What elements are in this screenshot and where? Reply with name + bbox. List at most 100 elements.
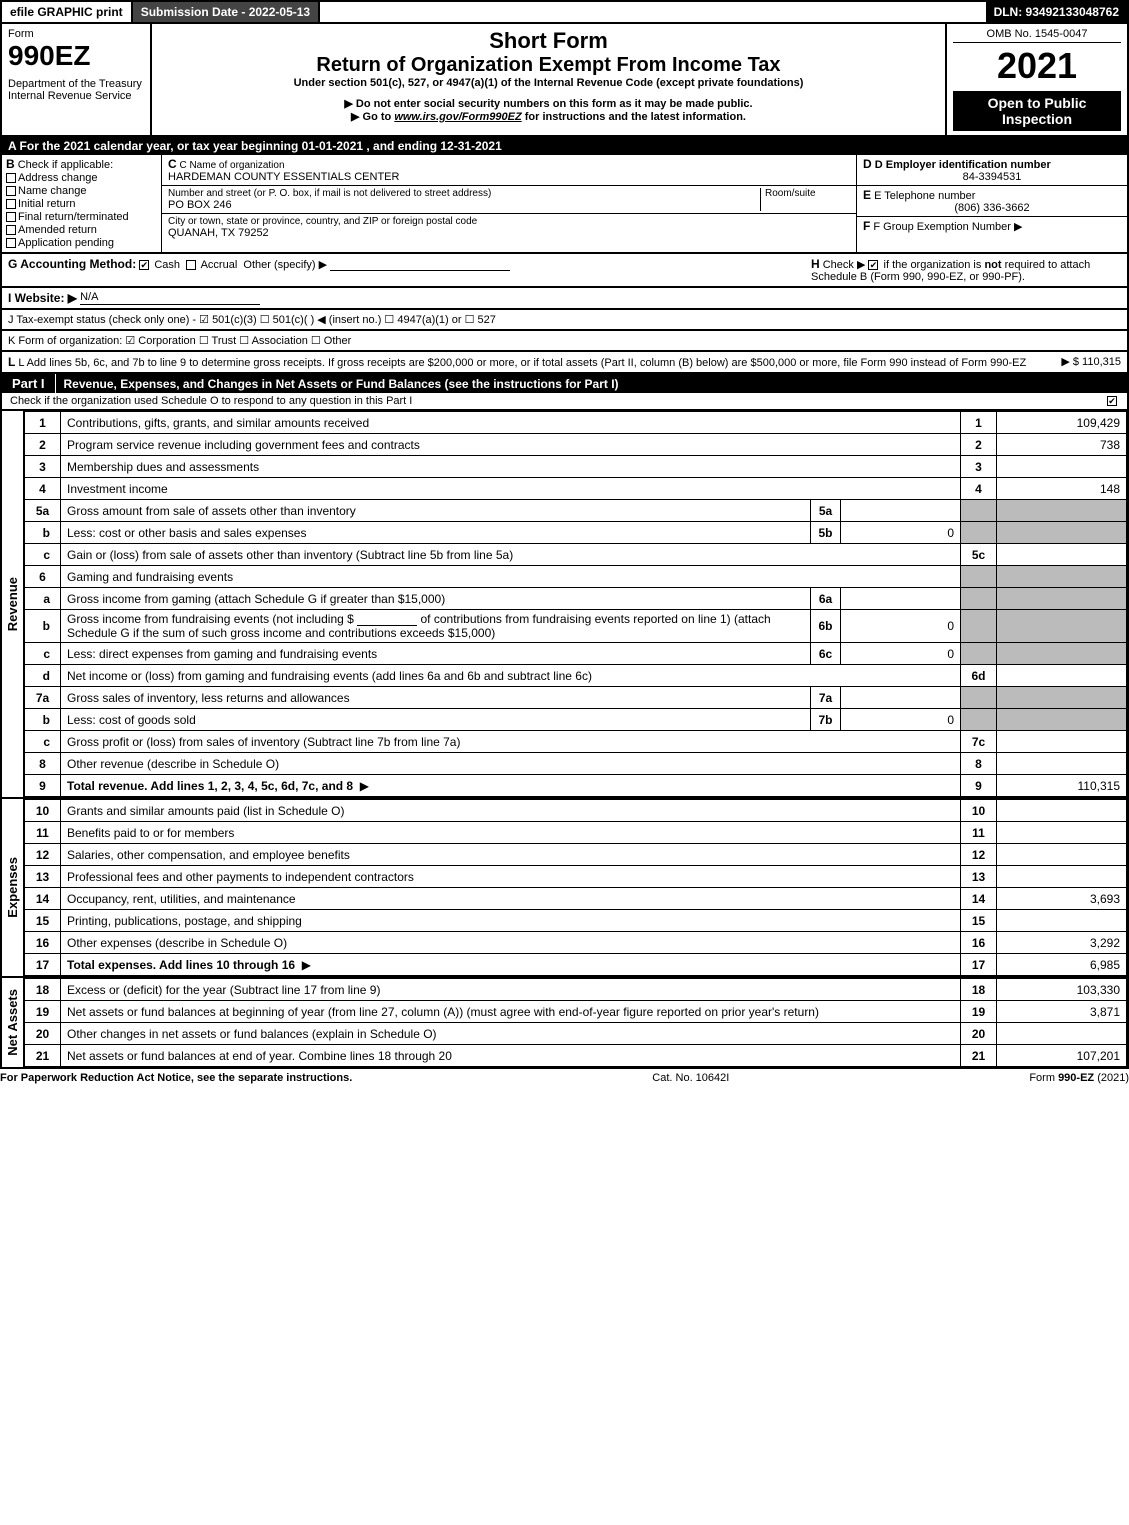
section-c: C C Name of organization HARDEMAN COUNTY… <box>162 155 857 252</box>
section-h: H Check ▶ if the organization is not req… <box>801 257 1121 283</box>
group-exemption-label: F Group Exemption Number ▶ <box>873 221 1022 233</box>
row-gh: G Accounting Method: Cash Accrual Other … <box>0 254 1129 288</box>
revenue-section: Revenue 1 Contributions, gifts, grants, … <box>0 411 1129 799</box>
line-7c: c Gross profit or (loss) from sales of i… <box>25 731 1127 753</box>
form-of-organization: K Form of organization: ☑ Corporation ☐ … <box>8 334 1121 347</box>
header-center: Short Form Return of Organization Exempt… <box>152 24 947 135</box>
ein-value: 84-3394531 <box>863 171 1121 183</box>
line-5b: b Less: cost or other basis and sales ex… <box>25 522 1127 544</box>
line-15: 15Printing, publications, postage, and s… <box>25 910 1127 932</box>
line-19: 19Net assets or fund balances at beginni… <box>25 1001 1127 1023</box>
line-9: 9 Total revenue. Add lines 1, 2, 3, 4, 5… <box>25 775 1127 797</box>
chk-address-change[interactable]: Address change <box>6 172 157 184</box>
org-name-label: C Name of organization <box>179 160 284 171</box>
part-1-label: Part I <box>2 374 56 393</box>
dln-value: DLN: 93492133048762 <box>986 2 1127 22</box>
page-footer: For Paperwork Reduction Act Notice, see … <box>0 1069 1129 1087</box>
row-l: L L Add lines 5b, 6c, and 7b to line 9 t… <box>0 352 1129 374</box>
line-5a: 5a Gross amount from sale of assets othe… <box>25 500 1127 522</box>
efile-label: efile GRAPHIC print <box>2 2 133 22</box>
department-label: Department of the Treasury Internal Reve… <box>8 78 144 102</box>
l-text: L Add lines 5b, 6c, and 7b to line 9 to … <box>18 357 1026 369</box>
part-1-header: Part I Revenue, Expenses, and Changes in… <box>0 374 1129 393</box>
other-method-field[interactable] <box>330 257 510 271</box>
open-to-public: Open to Public Inspection <box>953 91 1121 131</box>
room-suite-label: Room/suite <box>760 188 850 211</box>
net-assets-side-label: Net Assets <box>2 978 24 1067</box>
footer-left: For Paperwork Reduction Act Notice, see … <box>0 1072 352 1084</box>
row-j: J Tax-exempt status (check only one) - ☑… <box>0 310 1129 331</box>
org-name: HARDEMAN COUNTY ESSENTIALS CENTER <box>168 171 850 183</box>
line-13: 13Professional fees and other payments t… <box>25 866 1127 888</box>
chk-final-return[interactable]: Final return/terminated <box>6 211 157 223</box>
form-number: 990EZ <box>8 40 144 72</box>
website-label: I Website: ▶ <box>8 291 77 305</box>
row-k: K Form of organization: ☑ Corporation ☐ … <box>0 331 1129 352</box>
phone-value: (806) 336-3662 <box>863 202 1121 214</box>
line-20: 20Other changes in net assets or fund ba… <box>25 1023 1127 1045</box>
section-b: B Check if applicable: Address change Na… <box>2 155 162 252</box>
chk-cash[interactable] <box>139 260 149 270</box>
street-label: Number and street (or P. O. box, if mail… <box>168 188 760 199</box>
line-3: 3 Membership dues and assessments 3 <box>25 456 1127 478</box>
header-left: Form 990EZ Department of the Treasury In… <box>2 24 152 135</box>
subtitle: Under section 501(c), 527, or 4947(a)(1)… <box>158 77 939 89</box>
section-def: D D Employer identification number 84-33… <box>857 155 1127 252</box>
spacer <box>320 2 985 22</box>
goto-link[interactable]: ▶ Go to www.irs.gov/Form990EZ for instru… <box>158 110 939 123</box>
chk-name-change[interactable]: Name change <box>6 185 157 197</box>
short-form-title: Short Form <box>158 28 939 54</box>
chk-initial-return[interactable]: Initial return <box>6 198 157 210</box>
expenses-side-label: Expenses <box>2 799 24 976</box>
line-10: 10Grants and similar amounts paid (list … <box>25 800 1127 822</box>
chk-amended-return[interactable]: Amended return <box>6 224 157 236</box>
return-title: Return of Organization Exempt From Incom… <box>158 54 939 77</box>
top-bar: efile GRAPHIC print Submission Date - 20… <box>0 0 1129 24</box>
part-1-note: Check if the organization used Schedule … <box>0 393 1129 411</box>
line-17: 17Total expenses. Add lines 10 through 1… <box>25 954 1127 976</box>
line-1: 1 Contributions, gifts, grants, and simi… <box>25 412 1127 434</box>
form-word: Form <box>8 28 144 40</box>
line-12: 12Salaries, other compensation, and empl… <box>25 844 1127 866</box>
omb-number: OMB No. 1545-0047 <box>953 28 1121 43</box>
net-assets-section: Net Assets 18Excess or (deficit) for the… <box>0 978 1129 1069</box>
line-7b: b Less: cost of goods sold 7b 0 <box>25 709 1127 731</box>
line-4: 4 Investment income 4 148 <box>25 478 1127 500</box>
revenue-table: 1 Contributions, gifts, grants, and simi… <box>24 411 1127 797</box>
chk-schedule-b[interactable] <box>868 260 878 270</box>
street-value: PO BOX 246 <box>168 199 760 211</box>
row-a-tax-year: A For the 2021 calendar year, or tax yea… <box>0 137 1129 155</box>
line-5c: c Gain or (loss) from sale of assets oth… <box>25 544 1127 566</box>
form-header: Form 990EZ Department of the Treasury In… <box>0 24 1129 137</box>
chk-schedule-o[interactable] <box>1107 396 1117 406</box>
net-assets-table: 18Excess or (deficit) for the year (Subt… <box>24 978 1127 1067</box>
section-bcdef: B Check if applicable: Address change Na… <box>0 155 1129 254</box>
footer-mid: Cat. No. 10642I <box>652 1072 729 1084</box>
phone-label: E Telephone number <box>874 190 975 202</box>
website-value: N/A <box>80 291 260 305</box>
expenses-section: Expenses 10Grants and similar amounts pa… <box>0 799 1129 978</box>
section-g: G Accounting Method: Cash Accrual Other … <box>8 257 801 283</box>
chk-application-pending[interactable]: Application pending <box>6 237 157 249</box>
row-i: I Website: ▶ N/A <box>0 288 1129 310</box>
chk-accrual[interactable] <box>186 260 196 270</box>
revenue-side-label: Revenue <box>2 411 24 797</box>
submission-date: Submission Date - 2022-05-13 <box>133 2 320 22</box>
tax-exempt-status: J Tax-exempt status (check only one) - ☑… <box>8 313 1121 326</box>
ein-label: D Employer identification number <box>875 159 1051 171</box>
c-letter: C <box>168 157 177 171</box>
section-b-title: Check if applicable: <box>18 159 113 171</box>
line-6d: d Net income or (loss) from gaming and f… <box>25 665 1127 687</box>
header-right: OMB No. 1545-0047 2021 Open to Public In… <box>947 24 1127 135</box>
part-1-title: Revenue, Expenses, and Changes in Net As… <box>56 375 1127 393</box>
ssn-warning: ▶ Do not enter social security numbers o… <box>158 97 939 110</box>
expenses-table: 10Grants and similar amounts paid (list … <box>24 799 1127 976</box>
line-7a: 7a Gross sales of inventory, less return… <box>25 687 1127 709</box>
contrib-amount-field <box>357 612 417 626</box>
line-6c: c Less: direct expenses from gaming and … <box>25 643 1127 665</box>
line-18: 18Excess or (deficit) for the year (Subt… <box>25 979 1127 1001</box>
line-21: 21Net assets or fund balances at end of … <box>25 1045 1127 1067</box>
line-16: 16Other expenses (describe in Schedule O… <box>25 932 1127 954</box>
line-6a: a Gross income from gaming (attach Sched… <box>25 588 1127 610</box>
irs-url[interactable]: www.irs.gov/Form990EZ <box>394 111 521 123</box>
